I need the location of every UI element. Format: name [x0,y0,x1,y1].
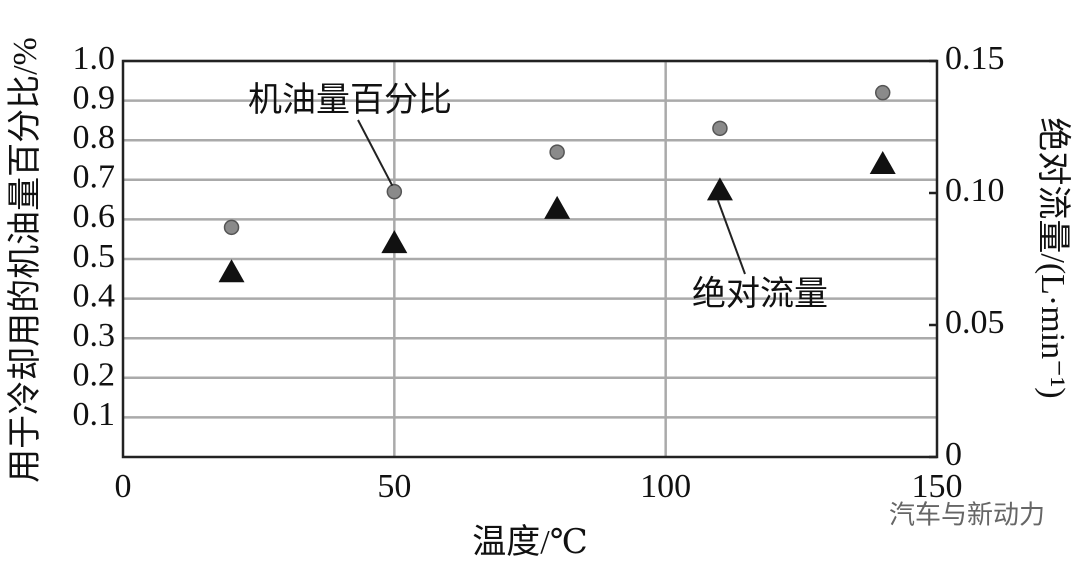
point [549,144,565,160]
y2-tick-label: 0 [945,436,962,473]
y2-tick-label: 0.10 [945,172,1005,209]
y-tick-label: 0.9 [73,79,116,116]
y-axis-label: 用于冷却用的机油量百分比/% [6,37,44,483]
y-tick-label: 0.2 [73,357,116,394]
x-axis-label: 温度/℃ [472,523,587,561]
point [874,84,891,101]
watermark: 汽车与新动力 [889,501,1045,531]
y-tick-label: 0.1 [73,396,116,433]
point [544,195,571,219]
y2-axis-label: 绝对流量/(L·min⁻¹) [1034,117,1072,398]
point [706,177,733,201]
point [386,183,403,200]
series-annotation: 绝对流量 [692,275,828,313]
x-tick-label: 100 [640,468,691,505]
y-tick-label: 0.6 [73,198,116,235]
point [381,230,408,254]
y2-tick-label: 0.15 [945,40,1005,77]
point [223,219,240,236]
x-tick-label: 0 [115,468,132,505]
x-tick-label: 50 [377,468,411,505]
leader-line [357,119,394,187]
y2-tick-label: 0.05 [945,304,1005,341]
point [869,150,896,174]
series-annotation: 机油量百分比 [248,81,452,119]
leader-line [716,200,746,275]
y-tick-label: 0.7 [73,159,116,196]
plot-frame [121,59,939,459]
y-tick-label: 1.0 [73,40,116,77]
y-tick-label: 0.3 [73,317,116,354]
point [218,259,245,283]
y-tick-label: 0.8 [73,119,116,156]
x-tick-label: 150 [912,468,963,505]
y-tick-label: 0.5 [73,238,116,275]
y-tick-label: 0.4 [73,277,116,314]
point [712,120,728,137]
